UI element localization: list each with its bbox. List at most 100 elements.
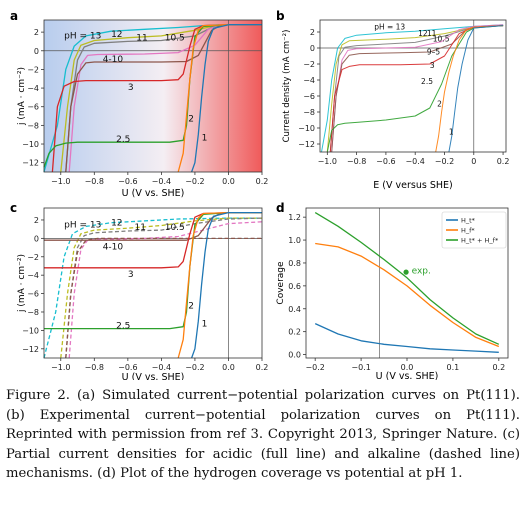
y-tick-label: −12 — [22, 345, 39, 354]
series-line-pH1 — [190, 211, 262, 359]
x-tick-label: −0.4 — [152, 177, 171, 186]
panel-a-ylabel: j (mA · cm⁻²) — [17, 67, 27, 126]
legend-label: H_t* — [461, 217, 476, 225]
figure-canvas: a −1.0 −0.8 −0.6 −0.4 −0.2 0.0 0.2 −12 −10 −8 −6 −4… — [10, 9, 509, 380]
y-tick-label: −2 — [27, 65, 39, 74]
y-tick-label: −12 — [298, 140, 315, 149]
curve-annotation: 10.5 — [433, 35, 450, 44]
series-line-pH10_5 — [68, 221, 263, 359]
y-tick-label: −6 — [303, 92, 315, 101]
series-line-H_t* + H_f* — [314, 212, 500, 345]
x-tick-label: 0.2 — [256, 363, 269, 372]
series-line-pH12 — [326, 25, 504, 153]
y-tick-label: 0.6 — [288, 282, 301, 291]
x-tick-label: 0.2 — [492, 363, 505, 372]
curve-annotation: 1 — [202, 133, 208, 143]
x-tick-label: −0.6 — [118, 177, 137, 186]
series-line-pH2_5 — [326, 25, 504, 153]
y-tick-label: 0 — [310, 44, 315, 53]
y-tick-label: −2 — [27, 253, 39, 262]
panel-c-frame — [43, 207, 263, 359]
x-tick-label: 0.1 — [447, 363, 460, 372]
curve-annotation: 1 — [202, 320, 208, 330]
panel-c-letter: c — [10, 201, 17, 215]
panel-d-letter: d — [276, 201, 285, 215]
curve-annotation: 11 — [427, 29, 437, 38]
y-tick-label: −6 — [27, 103, 39, 112]
series-line-pH11 — [329, 25, 504, 153]
x-tick-label: −0.4 — [405, 157, 424, 166]
curve-annotation: 10.5 — [165, 223, 185, 233]
panel-a-background — [44, 20, 262, 172]
experimental-point — [403, 269, 409, 275]
x-tick-label: 0.2 — [497, 157, 510, 166]
panel-a: a −1.0 −0.8 −0.6 −0.4 −0.2 0.0 0.2 −12 −10 −8 −6 −4… — [10, 9, 268, 199]
x-tick-label: −0.2 — [305, 363, 324, 372]
curve-annotation: 2 — [188, 301, 194, 311]
series-line-pH13 — [321, 24, 504, 153]
y-tick-label: 0.8 — [288, 259, 301, 268]
y-tick-label: 0.2 — [288, 328, 301, 337]
x-tick-label: −0.2 — [185, 177, 204, 186]
series-line-pH4_10 — [65, 237, 262, 359]
curve-annotation: 3 — [128, 83, 134, 93]
series-line-pH2 — [435, 25, 504, 153]
panel-a-letter: a — [10, 9, 18, 23]
panel-d-frame — [305, 207, 509, 359]
y-tick-label: −10 — [298, 124, 315, 133]
curve-annotation: 2.5 — [421, 77, 433, 86]
curve-annotation: 2 — [188, 115, 194, 125]
y-tick-label: 2 — [34, 216, 39, 225]
y-tick-label: −4 — [27, 84, 39, 93]
figure-caption: Figure 2. (a) Simulated current−potentia… — [6, 386, 520, 484]
y-tick-label: 1.2 — [288, 213, 301, 222]
panel-b-background — [320, 20, 506, 152]
x-tick-label: 0.0 — [222, 363, 235, 372]
series-line-pH2 — [177, 211, 262, 359]
x-tick-label: −0.6 — [376, 157, 395, 166]
curve-annotation: 4-10 — [103, 55, 124, 65]
panel-c-xlabel: U (V vs. SHE) — [122, 372, 185, 380]
y-tick-label: 0 — [34, 234, 39, 243]
x-tick-label: −1.0 — [51, 363, 70, 372]
curve-annotation: 12 — [418, 29, 428, 38]
curve-annotation: pH = 13 — [64, 32, 101, 42]
series-line-H_f* — [315, 242, 500, 348]
curve-annotation: 3 — [430, 61, 435, 70]
x-tick-label: 0.2 — [256, 177, 269, 186]
curve-annotation: 9–5 — [427, 47, 441, 56]
y-tick-label: 1.0 — [288, 236, 301, 245]
curve-annotation: 12 — [111, 30, 122, 40]
panel-d-xlabel: U (V vs. SHE) — [376, 371, 439, 380]
y-tick-label: −8 — [27, 121, 39, 130]
panel-b-xlabel: E (V versus SHE) — [373, 180, 452, 191]
y-tick-label: 0.4 — [288, 305, 301, 314]
x-tick-label: −1.0 — [318, 157, 337, 166]
y-tick-label: −8 — [27, 308, 39, 317]
y-tick-label: −4 — [303, 76, 315, 85]
curve-annotation: 3 — [128, 270, 134, 280]
legend-box — [441, 211, 507, 249]
y-tick-label: −6 — [27, 290, 39, 299]
curve-annotation: 1 — [449, 127, 454, 136]
caption-text: (a) Simulated current−potential polariza… — [6, 388, 520, 482]
curve-annotation: pH = 13 — [64, 220, 101, 230]
curve-annotation: 2.5 — [116, 135, 130, 145]
caption-label: Figure 2. — [6, 388, 70, 403]
legend-label: H_t* + H_f* — [461, 237, 499, 245]
panel-a-xlabel: U (V vs. SHE) — [122, 188, 185, 199]
panel-c-ylabel: j (mA · cm⁻²) — [17, 254, 27, 313]
x-tick-label: −0.6 — [118, 363, 137, 372]
panel-c-background — [44, 208, 262, 358]
panel-b: b −1.0 −0.8 −0.6 −0.4 −0.2 0 0.2 −12 −10 −8 −6 −4 −2… — [276, 9, 509, 191]
x-tick-label: −0.8 — [85, 363, 104, 372]
x-tick-label: −0.4 — [152, 363, 171, 372]
panel-b-ylabel: Current density (mA cm⁻²) — [282, 30, 292, 143]
y-tick-label: −10 — [22, 326, 39, 335]
x-tick-label: −0.1 — [351, 363, 370, 372]
y-tick-label: −10 — [22, 140, 39, 149]
curve-annotation: 12 — [111, 218, 122, 228]
series-line-pH1 — [448, 25, 504, 153]
panel-a-frame — [43, 19, 263, 173]
x-tick-label: −0.2 — [185, 363, 204, 372]
